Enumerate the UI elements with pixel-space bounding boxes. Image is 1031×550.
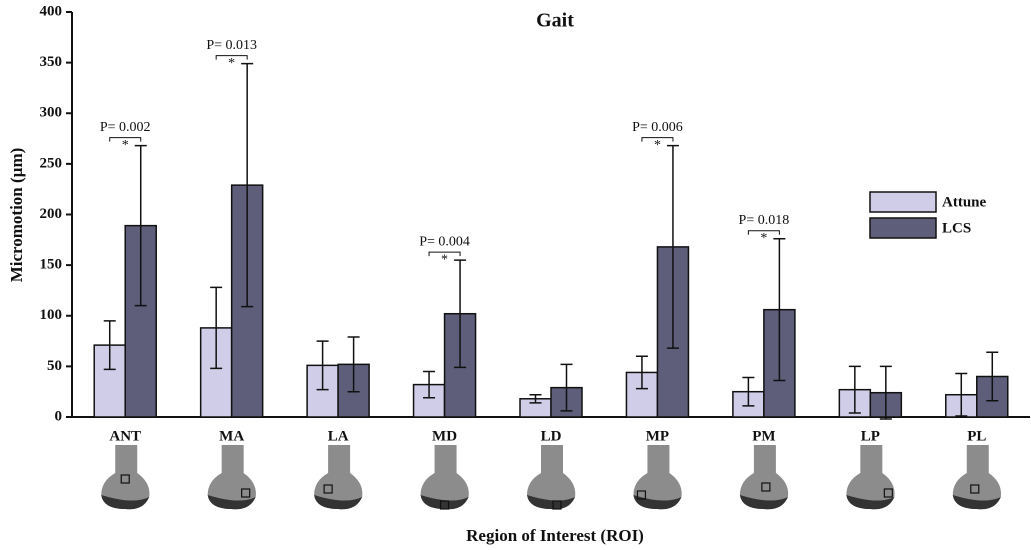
error-bar bbox=[210, 286, 223, 370]
legend-label: Attune bbox=[942, 194, 987, 210]
error-bar bbox=[423, 370, 436, 399]
roi-icon bbox=[101, 445, 150, 510]
roi-icon-region bbox=[527, 495, 575, 510]
error-bar bbox=[742, 376, 755, 407]
x-tick-label: MP bbox=[646, 428, 669, 444]
error-bar bbox=[134, 144, 147, 307]
roi-marker bbox=[883, 488, 893, 498]
roi-icon bbox=[420, 445, 469, 510]
significance-bracket bbox=[109, 137, 142, 142]
roi-icon bbox=[527, 445, 576, 510]
y-tick-label: 0 bbox=[55, 408, 63, 424]
x-tick-label: MA bbox=[219, 428, 244, 444]
error-bar bbox=[103, 320, 116, 371]
legend-swatch bbox=[869, 217, 937, 239]
roi-icon-region bbox=[739, 495, 788, 510]
error-bar bbox=[241, 62, 254, 308]
roi-marker bbox=[636, 490, 647, 500]
significance-bracket bbox=[747, 230, 780, 235]
error-bar bbox=[560, 363, 573, 412]
roi-marker bbox=[439, 500, 450, 510]
y-tick-label: 150 bbox=[40, 257, 63, 273]
significance-marker: * bbox=[654, 138, 661, 153]
roi-icon bbox=[207, 445, 256, 510]
y-tick-label: 300 bbox=[40, 105, 63, 121]
roi-icon-region bbox=[314, 495, 363, 510]
y-tick-label: 200 bbox=[40, 206, 63, 222]
significance-bracket bbox=[641, 137, 674, 142]
error-bar bbox=[316, 340, 329, 391]
x-tick-label: ANT bbox=[109, 428, 141, 444]
y-tick-label: 350 bbox=[40, 54, 63, 70]
error-bar bbox=[635, 355, 648, 390]
y-tick-label: 250 bbox=[40, 155, 63, 171]
y-tick-label: 100 bbox=[40, 307, 63, 323]
p-value-label: P= 0.013 bbox=[206, 38, 257, 53]
p-value-label: P= 0.002 bbox=[100, 120, 151, 135]
legend-label: LCS bbox=[942, 220, 971, 236]
significance-bracket bbox=[428, 251, 461, 257]
error-bar bbox=[666, 144, 679, 349]
error-bar bbox=[347, 336, 360, 393]
error-bar bbox=[454, 259, 467, 369]
y-tick-label: 400 bbox=[40, 3, 63, 19]
error-bar bbox=[955, 372, 968, 417]
x-tick-label: PM bbox=[752, 428, 775, 444]
roi-marker bbox=[120, 474, 130, 484]
legend-swatch bbox=[869, 191, 937, 213]
y-axis-label: Micromotion (µm) bbox=[7, 148, 26, 283]
roi-icon-region bbox=[952, 495, 1001, 510]
error-bar bbox=[773, 238, 786, 382]
x-tick-label: LP bbox=[861, 428, 880, 444]
significance-marker: * bbox=[760, 231, 767, 246]
roi-marker bbox=[323, 484, 333, 494]
x-tick-label: LA bbox=[328, 428, 349, 444]
x-axis-label: Region of Interest (ROI) bbox=[466, 526, 644, 545]
roi-icon bbox=[739, 445, 789, 510]
roi-icon bbox=[952, 445, 1002, 510]
significance-marker: * bbox=[228, 56, 235, 71]
chart-title: Gait bbox=[536, 10, 574, 32]
roi-marker bbox=[761, 482, 771, 492]
error-bar bbox=[529, 393, 542, 404]
roi-icon-region bbox=[420, 495, 469, 510]
roi-icon-region bbox=[207, 495, 256, 510]
p-value-label: P= 0.006 bbox=[632, 120, 683, 135]
error-bar bbox=[879, 365, 892, 420]
error-bar bbox=[986, 351, 999, 402]
x-tick-label: LD bbox=[541, 428, 562, 444]
roi-marker bbox=[970, 484, 980, 494]
significance-bracket bbox=[215, 55, 248, 60]
roi-icon-region bbox=[846, 495, 895, 510]
significance-marker: * bbox=[122, 138, 129, 153]
error-bar bbox=[848, 365, 861, 414]
p-value-label: P= 0.004 bbox=[419, 234, 470, 249]
p-value-label: P= 0.018 bbox=[739, 213, 790, 228]
x-tick-label: MD bbox=[432, 428, 457, 444]
roi-marker bbox=[552, 500, 562, 510]
roi-icon bbox=[846, 445, 895, 510]
roi-icon-region bbox=[101, 495, 150, 510]
x-tick-label: PL bbox=[967, 428, 986, 444]
roi-marker bbox=[241, 488, 251, 498]
significance-marker: * bbox=[441, 252, 448, 267]
y-tick-label: 50 bbox=[47, 358, 62, 374]
